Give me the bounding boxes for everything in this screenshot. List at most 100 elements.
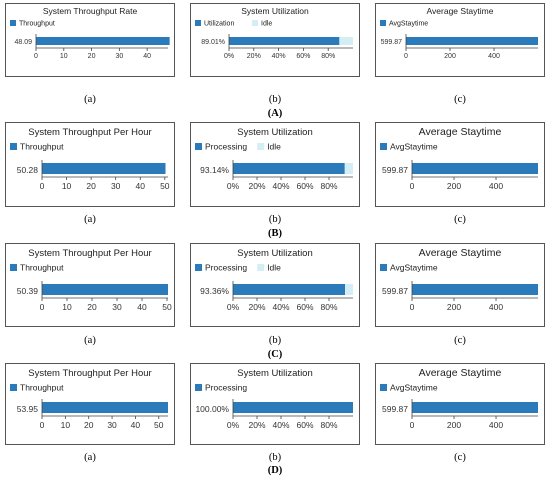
legend-label: Processing (205, 142, 247, 152)
group-label: (C) (267, 349, 283, 360)
x-tick-label: 0% (227, 420, 240, 430)
chart-panel: System Throughput Per Hour Throughput 53.9… (5, 363, 175, 445)
x-tick-label: 0 (404, 53, 408, 60)
chart-title: System Throughput Per Hour (28, 368, 151, 379)
x-tick-label: 30 (111, 181, 121, 191)
chart-title: System Throughput Rate (43, 6, 138, 16)
x-tick-label: 20 (84, 420, 94, 430)
x-tick-label: 200 (447, 302, 461, 312)
chart-title: Average Staytime (427, 6, 494, 16)
value-label: 599.87 (382, 404, 408, 414)
x-tick-label: 60% (296, 420, 313, 430)
legend-swatch (195, 20, 201, 26)
x-tick-label: 50 (160, 181, 170, 191)
chart-panel: System Throughput Per Hour Throughput 50.3… (5, 243, 175, 327)
chart-panel: System Utilization Processing Idle 93.14% 0%… (190, 122, 360, 207)
x-tick-label: 20% (247, 53, 261, 60)
bar-chart: System Utilization Processing 100.00% 0% 20%… (195, 368, 353, 430)
bar-primary (412, 163, 538, 174)
bar-secondary (344, 163, 353, 174)
x-tick-label: 20% (248, 181, 265, 191)
x-tick-label: 400 (489, 181, 503, 191)
bar-secondary (339, 37, 353, 45)
value-label: 50.39 (17, 286, 39, 296)
legend-swatch (10, 384, 17, 391)
legend-swatch (195, 264, 202, 271)
subfigure-label: (a) (84, 335, 96, 346)
legend-swatch (380, 264, 387, 271)
legend-swatch (380, 143, 387, 150)
legend-label: Throughput (19, 21, 55, 28)
chart-panel: Average Staytime AvgStaytime 599.87 0 200 400 (375, 363, 545, 445)
chart-panel: Average Staytime AvgStaytime 599.87 0 200 400 (375, 243, 545, 327)
chart-title: Average Staytime (419, 367, 502, 379)
legend-label: Idle (267, 142, 281, 152)
bar-chart: System Throughput Per Hour Throughput 50.3… (10, 248, 172, 312)
x-tick-label: 40% (272, 420, 289, 430)
x-tick-label: 80% (320, 181, 337, 191)
bar-chart: Average Staytime AvgStaytime 599.870 200 400 (380, 247, 538, 312)
subfigure-label: (b) (268, 94, 282, 105)
value-label: 93.36% (200, 286, 229, 296)
x-tick-label: 60% (296, 53, 310, 60)
legend-label: Processing (205, 263, 247, 273)
subfigure-label: (b) (268, 335, 282, 346)
subfigure-label: (c) (454, 335, 466, 346)
chart-title: System Throughput Per Hour (28, 248, 151, 259)
x-tick-label: 50 (154, 420, 164, 430)
x-tick-label: 0 (40, 302, 45, 312)
legend-label: AvgStaytime (389, 21, 428, 28)
x-tick-label: 40% (272, 181, 289, 191)
x-tick-label: 200 (447, 181, 461, 191)
bar-chart: Average Staytime AvgStaytime 599.870 200 400 (380, 126, 538, 191)
bar-chart: System Throughput Rate Throughput 48.090 10… (10, 6, 170, 60)
x-tick-label: 0 (34, 53, 38, 60)
x-tick-label: 10 (62, 302, 72, 312)
bar-chart: System Utilization Processing Idle 93.14% 0%… (195, 127, 353, 191)
legend-label: Throughput (20, 142, 64, 152)
group-label: (D) (267, 465, 283, 476)
bar-primary (233, 284, 346, 295)
x-tick-label: 80% (320, 302, 337, 312)
legend-swatch (10, 143, 17, 150)
chart-title: System Throughput Per Hour (28, 127, 151, 138)
bar-primary (36, 37, 170, 45)
x-tick-label: 0 (40, 420, 45, 430)
x-tick-label: 20 (87, 302, 97, 312)
value-label: 599.87 (381, 39, 403, 46)
chart-title: Average Staytime (419, 247, 502, 259)
x-tick-label: 0% (227, 302, 240, 312)
x-tick-label: 40 (137, 302, 147, 312)
legend-label: Throughput (20, 383, 64, 393)
x-tick-label: 60% (296, 181, 313, 191)
bar-primary (412, 402, 538, 413)
bar-chart: Average Staytime AvgStaytime 599.870 200 400 (380, 6, 538, 60)
value-label: 48.09 (14, 39, 32, 46)
x-tick-label: 200 (447, 420, 461, 430)
x-tick-label: 40 (143, 53, 151, 60)
x-tick-label: 20% (248, 420, 265, 430)
bar-chart: System Utilization Processing Idle 93.36% 0%… (195, 248, 353, 312)
bar-primary (233, 163, 345, 174)
x-tick-label: 0% (227, 181, 240, 191)
chart-panel: System Utilization Processing 100.00% 0% 20%… (190, 363, 360, 445)
x-tick-label: 60% (296, 302, 313, 312)
legend-swatch (380, 384, 387, 391)
x-tick-label: 200 (444, 53, 456, 60)
value-label: 50.28 (17, 165, 39, 175)
legend-label: Idle (261, 21, 272, 28)
legend-swatch (252, 20, 259, 26)
x-tick-label: 20 (88, 53, 96, 60)
bar-chart: System Throughput Per Hour Throughput 53.9… (10, 368, 168, 430)
legend-swatch (380, 20, 386, 26)
value-label: 599.87 (382, 165, 408, 175)
x-tick-label: 40 (131, 420, 141, 430)
subfigure-label: (c) (454, 452, 466, 463)
legend-swatch (257, 264, 265, 271)
x-tick-label: 0% (224, 53, 234, 60)
x-tick-label: 40% (272, 302, 289, 312)
x-tick-label: 50 (162, 302, 172, 312)
chart-panel: System Utilization Processing Idle 93.36% 0%… (190, 243, 360, 327)
x-tick-label: 30 (107, 420, 117, 430)
bar-primary (412, 284, 538, 295)
